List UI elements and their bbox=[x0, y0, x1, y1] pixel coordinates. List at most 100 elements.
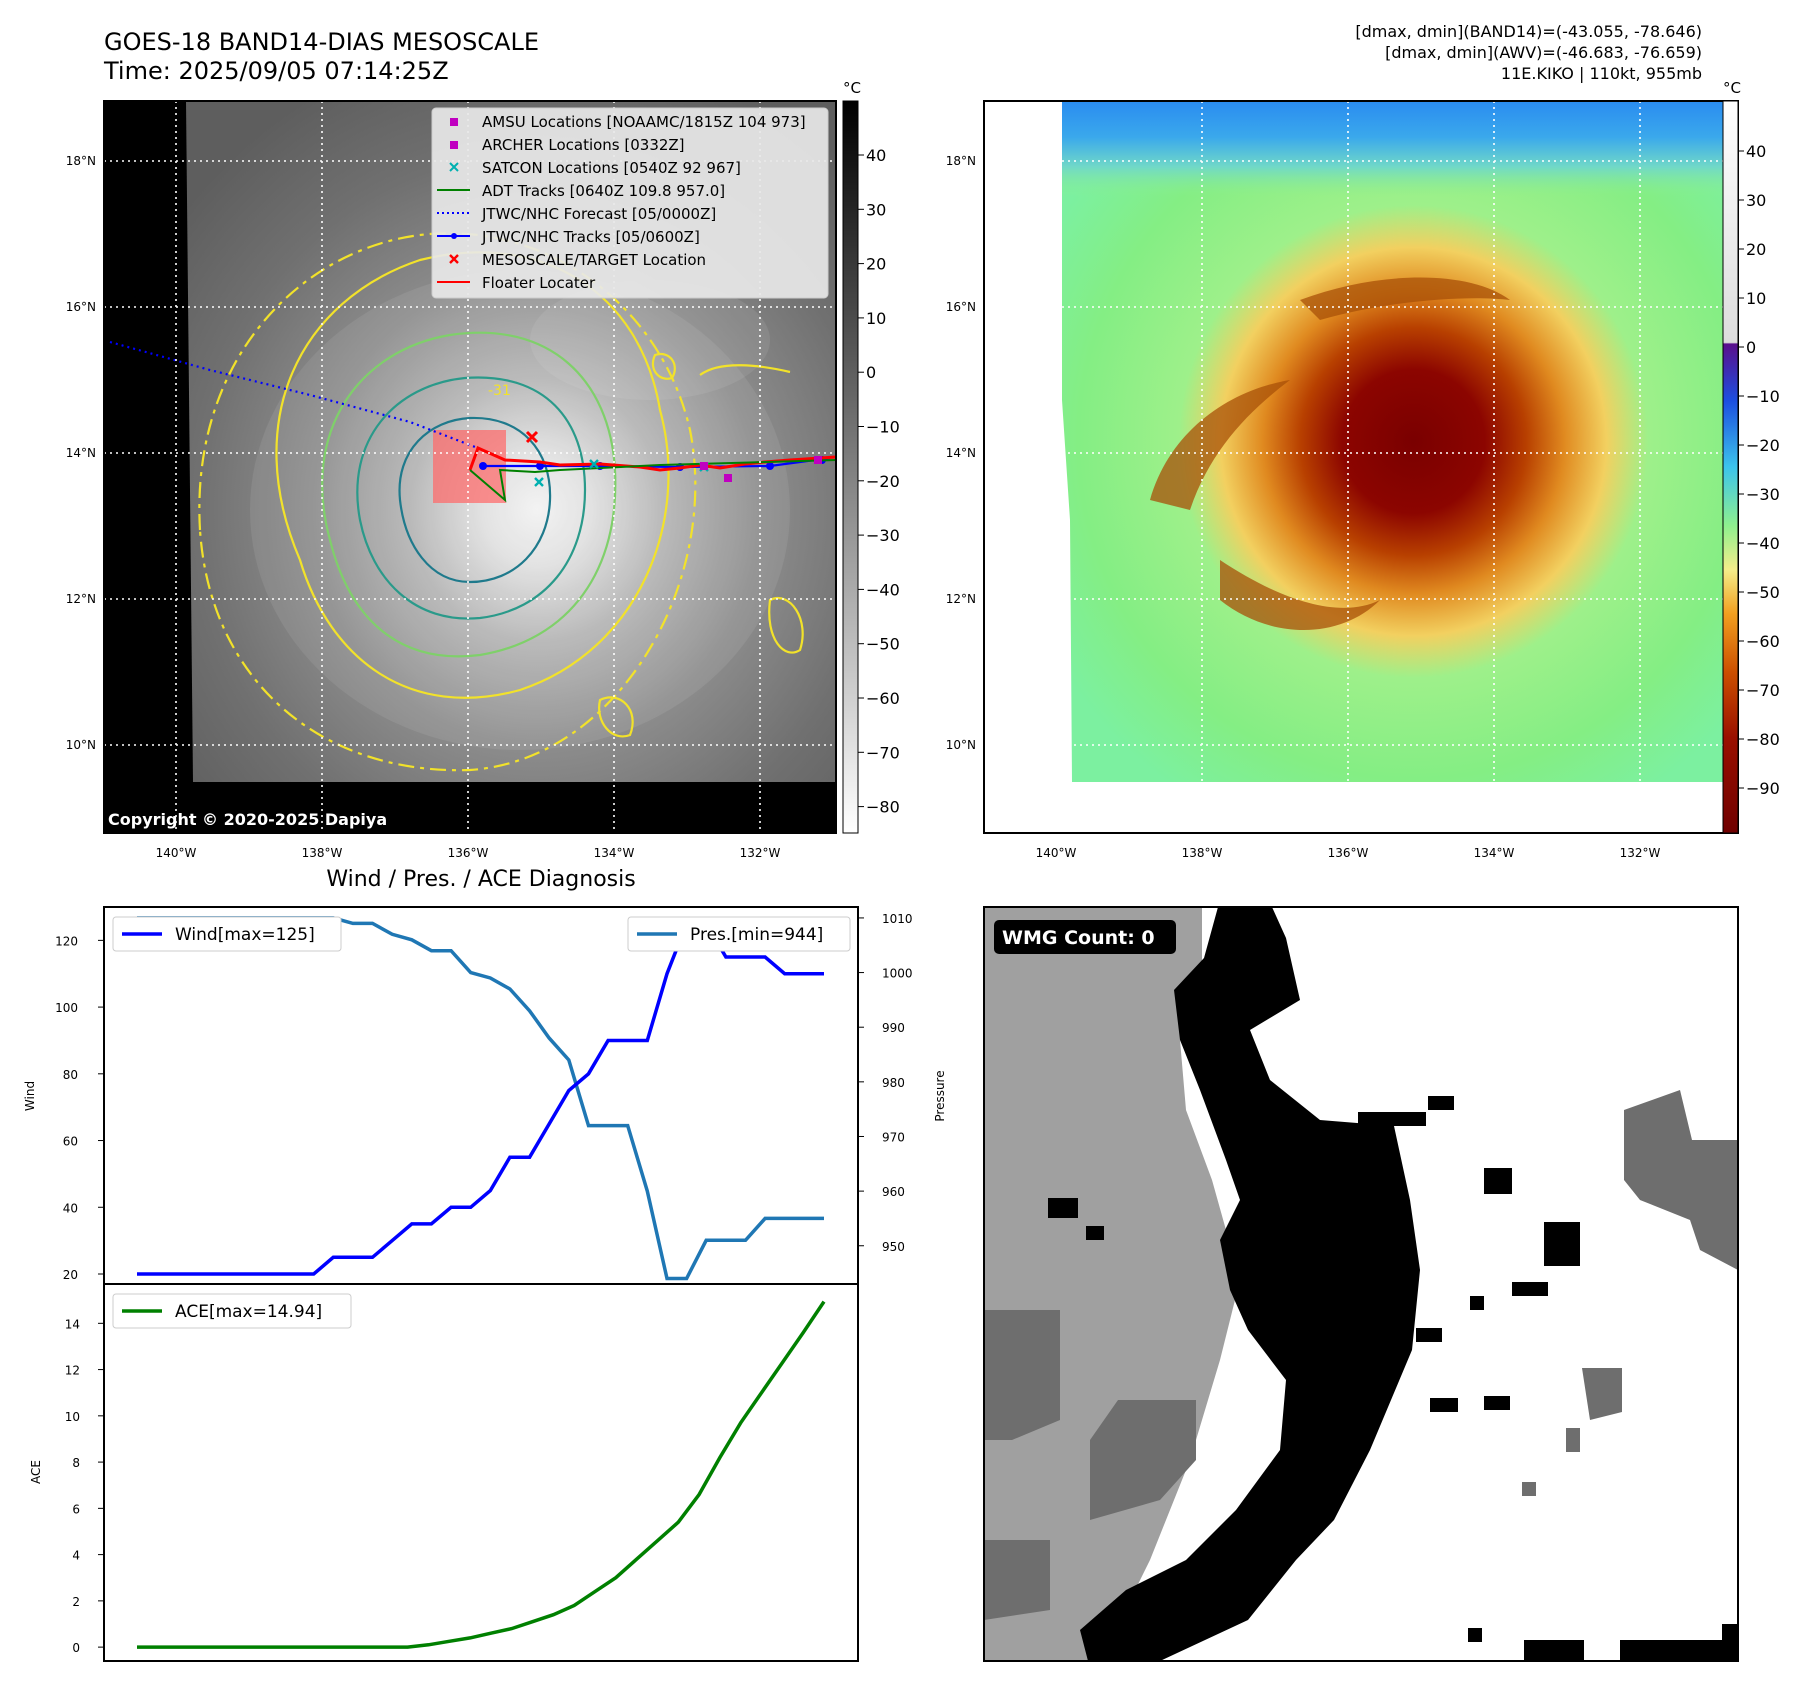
wmg-black-specks bbox=[1048, 1096, 1738, 1661]
colorbar-gray-tick-label: 40 bbox=[866, 146, 886, 165]
tr-lat-labels: 18°N 16°N 14°N 12°N 10°N bbox=[946, 154, 976, 752]
wind-ytick-label: 60 bbox=[63, 1135, 78, 1149]
ace-legend-label: ACE[max=14.94] bbox=[175, 1302, 322, 1322]
ace-ytick-label: 2 bbox=[72, 1595, 80, 1609]
spiral-band bbox=[1150, 277, 1510, 630]
diagnosis-title: Wind / Pres. / ACE Diagnosis bbox=[326, 867, 635, 892]
lon-label: 138°W bbox=[1182, 846, 1223, 860]
figure-title-line2: Time: 2025/09/05 07:14:25Z bbox=[104, 57, 449, 85]
stats-band14: [dmax, dmin](BAND14)=(-43.055, -78.646) bbox=[1355, 22, 1702, 41]
pressure-legend: Pres.[min=944] bbox=[627, 916, 851, 952]
wmg-panel: WMG Count: 0 bbox=[983, 906, 1739, 1662]
colorbar-color-unit: °C bbox=[1723, 79, 1741, 97]
adt-track-line bbox=[469, 459, 836, 503]
legend-item-mesoscale-target: MESOSCALE/TARGET Location bbox=[482, 251, 706, 269]
legend-item-amsu: AMSU Locations [NOAAMC/1815Z 104 973] bbox=[482, 113, 806, 131]
lon-label: 140°W bbox=[1036, 846, 1077, 860]
tr-lon-labels: 140°W 138°W 136°W 134°W 132°W bbox=[1036, 846, 1661, 860]
wind-pressure-panel: 20 40 60 80 100 120 950 960 970 980 990 1000 1010 W… bbox=[23, 906, 947, 1285]
colorbar-gray-tick-label: −60 bbox=[866, 689, 900, 708]
colorbar-color-tick-label: −10 bbox=[1746, 387, 1780, 406]
wmg-count-label: WMG Count: 0 bbox=[1002, 927, 1155, 949]
ace-ytick-label: 14 bbox=[65, 1317, 80, 1331]
lon-label: 138°W bbox=[302, 846, 343, 860]
ace-ytick-label: 12 bbox=[65, 1364, 80, 1378]
storm-info: 11E.KIKO | 110kt, 955mb bbox=[1500, 64, 1702, 83]
lon-label: 136°W bbox=[1328, 846, 1369, 860]
pressure-ytick-label: 970 bbox=[882, 1130, 905, 1144]
lat-label: 12°N bbox=[66, 592, 96, 606]
colorbar-color-tick-label: −40 bbox=[1746, 534, 1780, 553]
pressure-ytick-label: 960 bbox=[882, 1185, 905, 1199]
legend-item-adt: ADT Tracks [0640Z 109.8 957.0] bbox=[482, 182, 725, 200]
lat-label: 14°N bbox=[66, 446, 96, 460]
map-legend: AMSU Locations [NOAAMC/1815Z 104 973] AR… bbox=[431, 107, 829, 299]
colorbar-color-tick-label: 0 bbox=[1746, 338, 1756, 357]
legend-item-jtwc-tracks: JTWC/NHC Tracks [05/0600Z] bbox=[481, 228, 700, 246]
colorbar-gray-tick-label: −20 bbox=[866, 472, 900, 491]
lon-label: 136°W bbox=[448, 846, 489, 860]
colorbar-gray-tick-label: −50 bbox=[866, 635, 900, 654]
pressure-ytick-label: 950 bbox=[882, 1240, 905, 1254]
lon-label: 132°W bbox=[740, 846, 781, 860]
colorbar-gray-unit: °C bbox=[843, 79, 861, 97]
ir-color-map bbox=[984, 101, 1738, 833]
tr-gridlines bbox=[984, 101, 1738, 833]
colorbar-color-tick-label: 40 bbox=[1746, 142, 1766, 161]
colorbar-gray-tick-label: 30 bbox=[866, 200, 886, 219]
colorbar-color-tick-label: −90 bbox=[1746, 779, 1780, 798]
lat-label: 10°N bbox=[66, 738, 96, 752]
pressure-ytick-label: 980 bbox=[882, 1076, 905, 1090]
wind-axis-label: Wind bbox=[23, 1081, 37, 1111]
stats-awv: [dmax, dmin](AWV)=(-46.683, -76.659) bbox=[1385, 43, 1702, 62]
tl-lon-labels: 140°W 138°W 136°W 134°W 132°W bbox=[156, 846, 781, 860]
wind-ytick-label: 20 bbox=[63, 1268, 78, 1282]
tl-lat-labels: 18°N 16°N 14°N 12°N 10°N bbox=[66, 154, 96, 752]
ace-ytick-label: 4 bbox=[72, 1549, 80, 1563]
lat-label: 18°N bbox=[66, 154, 96, 168]
colorbar-color-tick-label: −30 bbox=[1746, 485, 1780, 504]
ace-ytick-label: 0 bbox=[72, 1641, 80, 1655]
lon-label: 140°W bbox=[156, 846, 197, 860]
colorbar-color-tick-label: −80 bbox=[1746, 730, 1780, 749]
lat-label: 10°N bbox=[946, 738, 976, 752]
legend-item-jtwc-forecast: JTWC/NHC Forecast [05/0000Z] bbox=[481, 205, 716, 223]
colorbar-color-tick-label: −60 bbox=[1746, 632, 1780, 651]
ace-legend: ACE[max=14.94] bbox=[112, 1293, 352, 1329]
lat-label: 16°N bbox=[66, 300, 96, 314]
pressure-axis-label: Pressure bbox=[933, 1070, 947, 1121]
wind-legend: Wind[max=125] bbox=[112, 916, 342, 952]
colorbar-gray-tick-label: −70 bbox=[866, 743, 900, 762]
lat-label: 14°N bbox=[946, 446, 976, 460]
lat-label: 12°N bbox=[946, 592, 976, 606]
wind-ytick-label: 80 bbox=[63, 1068, 78, 1082]
ace-axis-label: ACE bbox=[29, 1460, 43, 1484]
wind-ytick-label: 40 bbox=[63, 1201, 78, 1215]
wind-legend-label: Wind[max=125] bbox=[175, 925, 315, 945]
wmg-black-region bbox=[1080, 907, 1420, 1661]
wind-ytick-label: 100 bbox=[55, 1001, 78, 1015]
mesoscale-target-marker bbox=[525, 430, 539, 444]
colorbar-color-tick-label: −20 bbox=[1746, 436, 1780, 455]
ace-ytick-label: 8 bbox=[72, 1456, 80, 1470]
ace-ytick-label: 10 bbox=[65, 1410, 80, 1424]
colorbar-gray-tick-label: 10 bbox=[866, 309, 886, 328]
ace-ytick-label: 6 bbox=[72, 1502, 80, 1516]
amsu-markers bbox=[700, 456, 822, 482]
lat-label: 18°N bbox=[946, 154, 976, 168]
colorbar-gray-tick-label: −30 bbox=[866, 526, 900, 545]
wmg-count-badge bbox=[994, 920, 1176, 954]
colorbar-gray-tick-label: −40 bbox=[866, 580, 900, 599]
colorbar-gray: °C 40 30 20 10 0 −10 −20 −30 −40 −50 −60 −70 −80 bbox=[842, 79, 900, 834]
pressure-ytick-label: 1000 bbox=[882, 967, 913, 981]
colorbar-color-tick-label: 30 bbox=[1746, 191, 1766, 210]
ace-series-line bbox=[137, 1300, 826, 1649]
lon-label: 132°W bbox=[1620, 846, 1661, 860]
colorbar-color-tick-label: −70 bbox=[1746, 681, 1780, 700]
pressure-ytick-label: 990 bbox=[882, 1021, 905, 1035]
colorbar-color-tick-label: 10 bbox=[1746, 289, 1766, 308]
wmg-mid-gray bbox=[984, 1090, 1738, 1620]
ace-panel: 0 2 4 6 8 10 12 14 ACE ACE[max=14.94] bbox=[29, 1283, 859, 1662]
